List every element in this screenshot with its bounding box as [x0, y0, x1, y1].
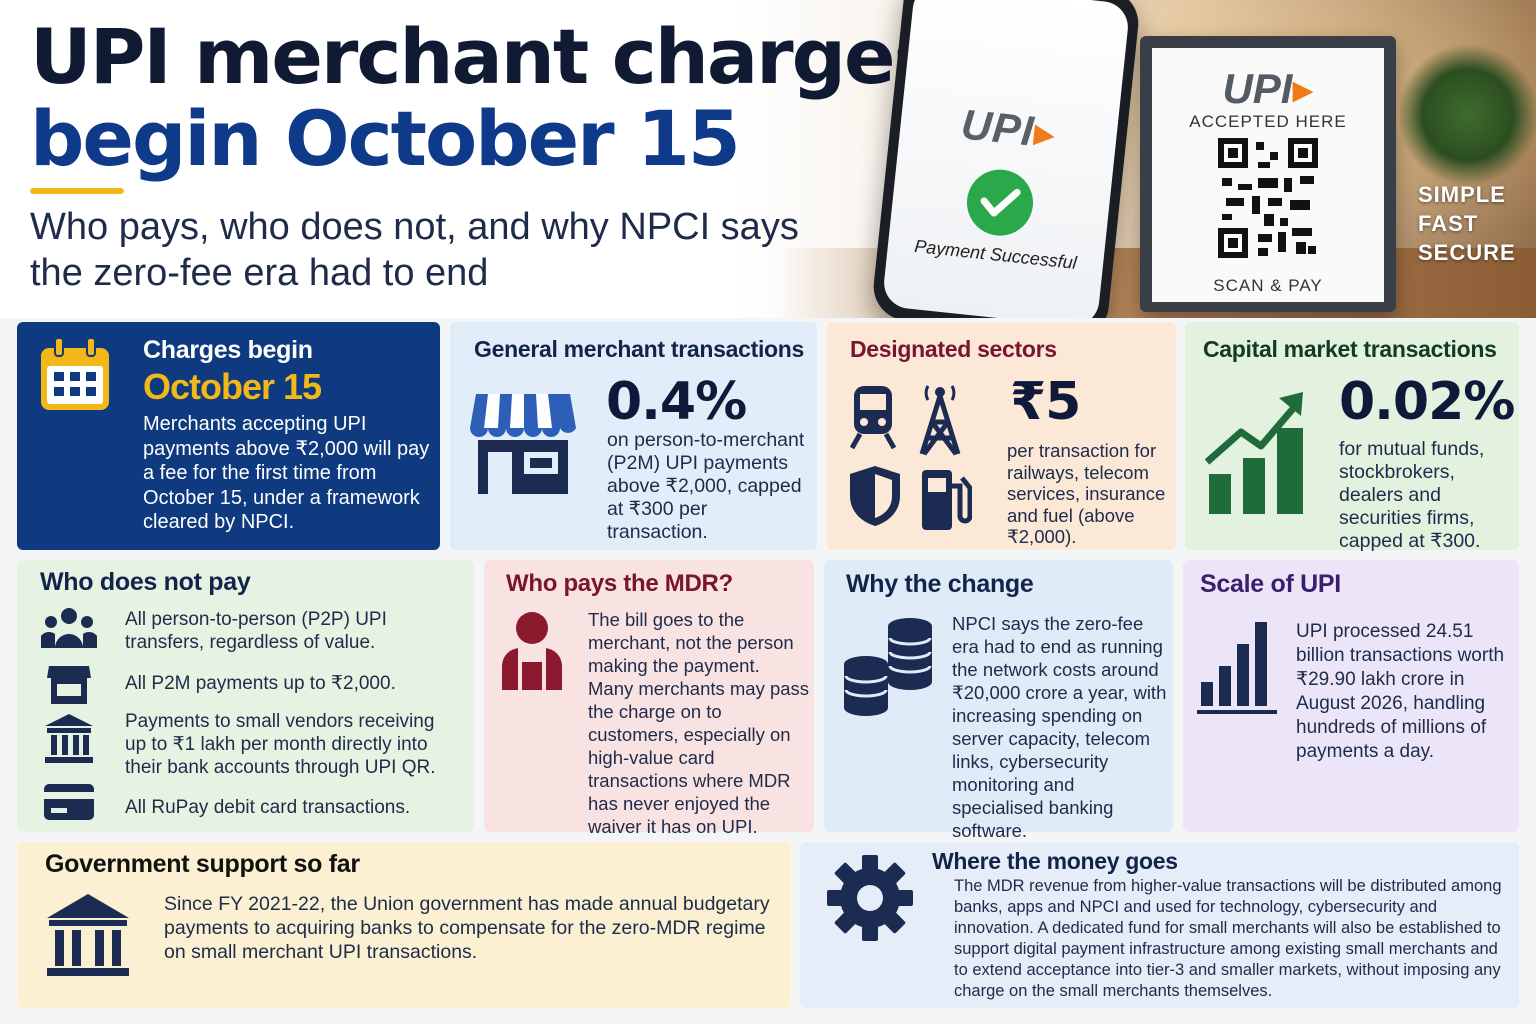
train-icon	[850, 386, 896, 450]
growth-chart-icon	[1205, 392, 1303, 514]
capital-market-card: Capital market transactions 0.02% for mu…	[1185, 322, 1519, 552]
shop-icon	[47, 666, 91, 704]
capital-market-text: for mutual funds, stockbrokers, dealers …	[1339, 438, 1485, 552]
card-icon	[44, 784, 94, 820]
tower-icon	[919, 385, 961, 456]
slogan-simple: SIMPLE	[1418, 182, 1506, 207]
bank-icon	[45, 714, 93, 763]
title-line-2: begin October 15	[30, 94, 741, 183]
title-line-1: UPI merchant charges	[30, 12, 939, 101]
designated-sectors-text: per transaction for railways, telecom se…	[1007, 440, 1166, 547]
slogan-secure: SECURE	[1418, 240, 1516, 265]
why-change-text: NPCI says the zero-fee era had to end as…	[952, 613, 1167, 841]
general-merchant-card: General merchant transactions 0.4% on pe…	[450, 322, 817, 550]
gear-icon	[827, 855, 913, 941]
merchant-icon	[502, 612, 562, 690]
money-goes-heading: Where the money goes	[932, 848, 1178, 874]
charges-begin-label: Charges begin	[143, 336, 313, 364]
charges-begin-text: Merchants accepting UPI payments above ₹…	[143, 413, 430, 533]
general-merchant-text: on person-to-merchant (P2M) UPI payments…	[607, 429, 805, 543]
government-support-card: Government support so far Since FY 2021-…	[17, 842, 791, 1008]
scale-card: Scale of UPI UPI processed 24.51 billion…	[1183, 560, 1519, 832]
government-text: Since FY 2021-22, the Union government h…	[164, 893, 770, 963]
government-building-icon	[47, 894, 129, 976]
exempt-item-3: Payments to small vendors receiving up t…	[125, 711, 436, 778]
qr-code-icon	[1218, 138, 1318, 258]
general-merchant-rate: 0.4%	[606, 372, 747, 432]
scale-heading: Scale of UPI	[1200, 570, 1341, 598]
qr-stand: UPI▸ ACCEPTED HERE SCAN & PAY	[1140, 36, 1396, 312]
phone-upi-logo: UPI▸	[959, 100, 1059, 157]
charges-begin-date: October 15	[143, 366, 322, 407]
where-money-goes-card: Where the money goes The MDR revenue fro…	[800, 842, 1519, 1008]
qr-card: UPI▸ ACCEPTED HERE SCAN & PAY	[1152, 48, 1384, 302]
accepted-here-label: ACCEPTED HERE	[1189, 112, 1347, 131]
designated-sectors-fee: ₹5	[1010, 372, 1081, 432]
hero-banner: UPI merchant charges begin October 15 Wh…	[0, 0, 1536, 318]
fuel-pump-icon	[922, 470, 972, 530]
checkmark-icon	[963, 166, 1037, 239]
phone-illustration: UPI▸ Payment Successful	[870, 0, 1142, 318]
who-pays-text: The bill goes to the merchant, not the p…	[588, 609, 810, 837]
bar-chart-icon	[1197, 622, 1277, 714]
calendar-icon	[41, 338, 109, 410]
who-does-not-pay-heading: Who does not pay	[40, 568, 251, 596]
who-pays-heading: Who pays the MDR?	[506, 570, 733, 597]
designated-sectors-card: Designated sectors ₹5 per transaction fo…	[826, 322, 1176, 550]
designated-sectors-heading: Designated sectors	[850, 336, 1057, 362]
shield-icon	[850, 466, 900, 526]
who-does-not-pay-card: Who does not pay All person-to-person (P…	[17, 560, 474, 832]
plant-decoration	[1400, 40, 1536, 190]
stand-upi-logo: UPI▸	[1222, 65, 1314, 112]
exempt-item-2: All P2M payments up to ₹2,000.	[125, 673, 396, 694]
payment-status: Payment Successful	[913, 235, 1078, 273]
charges-begin-card: Charges begin October 15 Merchants accep…	[17, 322, 440, 550]
money-goes-text: The MDR revenue from higher-value transa…	[954, 877, 1502, 1000]
page-subtitle: Who pays, who does not, and why NPCI say…	[30, 206, 799, 294]
government-heading: Government support so far	[45, 850, 360, 878]
people-icon	[41, 608, 97, 648]
page-title: UPI merchant charges begin October 15	[30, 16, 939, 183]
capital-market-rate: 0.02%	[1339, 372, 1515, 432]
scan-and-pay-label: SCAN & PAY	[1213, 276, 1323, 295]
general-merchant-heading: General merchant transactions	[474, 336, 805, 362]
scale-text: UPI processed 24.51 billion transactions…	[1296, 621, 1505, 762]
slogan-fast: FAST	[1418, 211, 1479, 236]
exempt-item-4: All RuPay debit card transactions.	[125, 797, 411, 818]
why-change-heading: Why the change	[846, 570, 1034, 598]
capital-market-heading: Capital market transactions	[1203, 336, 1497, 362]
why-change-card: Why the change NPCI says the zero-fee er…	[824, 560, 1173, 841]
coins-icon	[844, 618, 932, 716]
exempt-item-1: All person-to-person (P2P) UPI transfers…	[125, 609, 387, 653]
title-underline	[30, 188, 124, 194]
who-pays-card: Who pays the MDR? The bill goes to the m…	[484, 560, 814, 837]
slogan: SIMPLE FAST SECURE	[1418, 180, 1516, 267]
storefront-icon	[470, 394, 576, 494]
phone-screen: UPI▸ Payment Successful	[881, 0, 1131, 318]
